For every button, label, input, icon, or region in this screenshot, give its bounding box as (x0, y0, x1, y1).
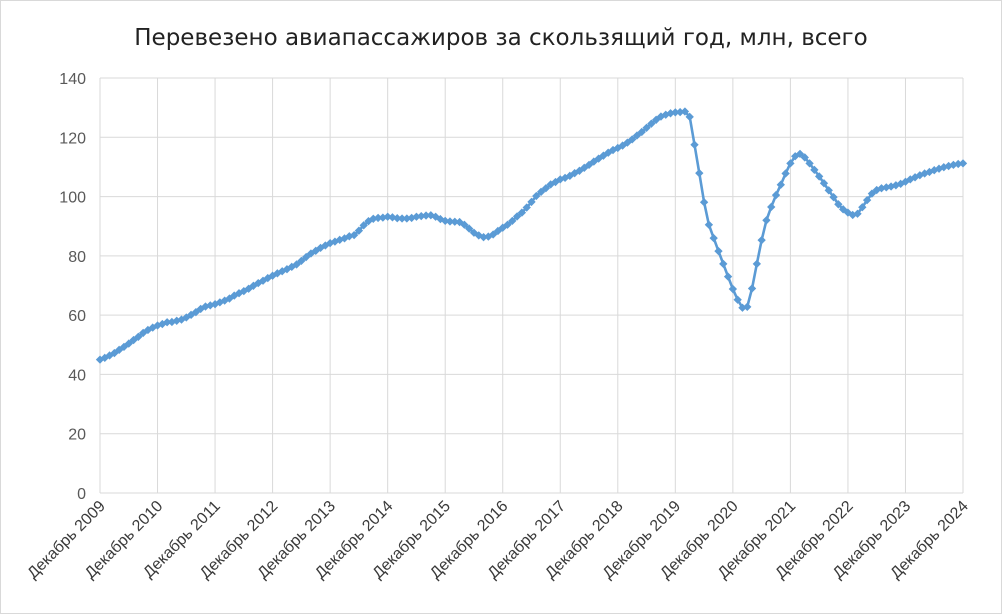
data-point-marker (714, 246, 723, 256)
data-point-marker (699, 198, 709, 207)
data-point-marker (786, 159, 795, 168)
data-point-marker (723, 272, 733, 281)
data-point-marker (862, 195, 872, 205)
data-point-marker (628, 135, 637, 144)
data-point-marker (292, 260, 301, 269)
y-axis-tick-labels: 0 20 40 60 80 100 120 140 (59, 71, 86, 503)
data-point-marker (354, 226, 364, 235)
data-point-marker (124, 339, 133, 348)
y-tick-label: 0 (77, 486, 86, 503)
data-point-marker (795, 149, 805, 159)
data-point-marker (810, 165, 819, 175)
data-point-marker (690, 140, 699, 149)
data-point-marker (297, 256, 306, 266)
chart-title: Перевезено авиапассажиров за скользящий … (134, 25, 867, 51)
data-point-marker (431, 212, 440, 221)
data-point-marker (541, 184, 551, 193)
y-tick-label: 140 (59, 71, 86, 88)
data-point-marker (647, 119, 656, 128)
data-point-marker (752, 259, 762, 269)
data-point-marker (301, 252, 311, 262)
data-point-marker (728, 284, 738, 294)
y-tick-label: 20 (68, 427, 86, 444)
data-point-marker (508, 216, 517, 226)
data-point-marker (436, 214, 445, 224)
data-point-marker (867, 189, 877, 198)
data-point-marker (762, 216, 771, 225)
data-point-marker (743, 302, 752, 312)
data-point-marker (474, 231, 483, 240)
data-point-marker (834, 200, 843, 209)
data-point-marker (359, 221, 368, 230)
data-point-marker (776, 180, 785, 189)
data-point-marker (824, 186, 833, 195)
data-point-marker (349, 230, 359, 240)
data-point-marker (129, 335, 138, 345)
data-point-marker (623, 138, 632, 147)
data-point-marker (512, 212, 522, 221)
data-point-marker (488, 230, 498, 239)
y-tick-label: 80 (68, 249, 86, 266)
data-point-marker (704, 220, 714, 229)
data-point-marker (733, 295, 742, 304)
data-point-marker (527, 197, 536, 207)
data-point-marker (119, 342, 129, 352)
data-point-marker (858, 203, 867, 212)
data-point-marker (695, 168, 704, 178)
data-point-marker (134, 332, 143, 341)
data-point-marker (532, 191, 541, 201)
data-point-marker (800, 153, 809, 162)
data-point-marker (958, 159, 968, 168)
data-point-marker (747, 284, 757, 293)
data-point-marker (805, 159, 814, 168)
data-point-marker (685, 112, 694, 121)
data-point-marker (383, 212, 392, 221)
data-point-marker (536, 187, 546, 196)
y-tick-label: 120 (59, 130, 86, 147)
data-point-marker (815, 172, 824, 181)
data-point-marker (493, 226, 503, 236)
data-point-marker (503, 220, 512, 229)
data-point-marker (191, 308, 201, 317)
data-point-marker (829, 192, 838, 202)
data-point-marker (819, 179, 829, 188)
data-point-marker (843, 208, 853, 217)
y-tick-label: 100 (59, 190, 86, 207)
data-point-marker (110, 348, 119, 358)
data-point-marker (517, 208, 527, 217)
y-tick-label: 40 (68, 367, 86, 384)
series-passengers (95, 107, 968, 364)
data-point-marker (709, 233, 718, 243)
data-point-marker (522, 203, 531, 212)
data-point-marker (757, 235, 766, 245)
data-point-marker (651, 115, 661, 124)
gridlines (99, 77, 964, 494)
y-tick-label: 60 (68, 308, 86, 325)
data-point-marker (469, 228, 479, 237)
data-point-marker (465, 224, 474, 233)
data-point-marker (771, 190, 781, 200)
series-line (99, 110, 964, 361)
data-point-marker (441, 216, 450, 226)
data-point-marker (460, 220, 469, 229)
data-point-marker (781, 169, 790, 178)
data-point-marker (642, 123, 651, 132)
data-point-marker (637, 127, 646, 137)
data-point-marker (632, 131, 642, 140)
data-point-marker (838, 205, 848, 214)
data-point-marker (767, 202, 776, 212)
data-point-marker (680, 107, 690, 116)
data-point-marker (719, 259, 728, 269)
data-point-marker (853, 209, 862, 218)
data-point-marker (584, 160, 594, 170)
